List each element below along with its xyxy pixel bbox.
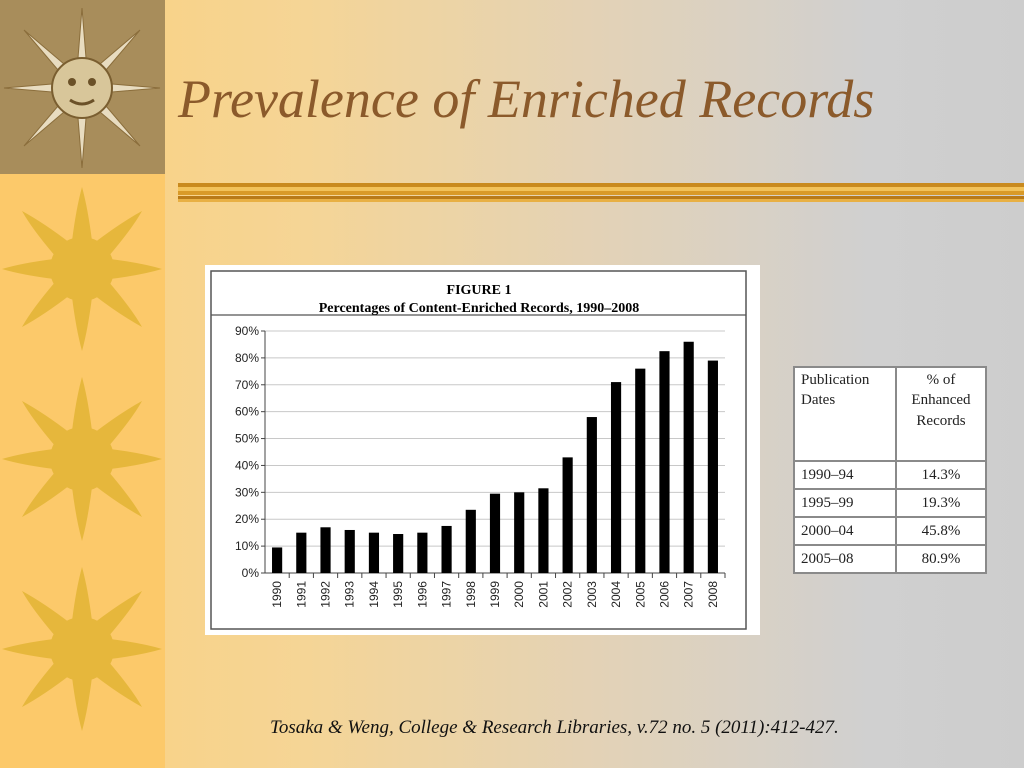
chart-frame bbox=[210, 270, 747, 630]
table-cell-percent: 80.9% bbox=[895, 544, 987, 574]
x-tick-label: 2000 bbox=[512, 581, 526, 608]
y-tick-label: 70% bbox=[235, 378, 259, 392]
table-header-row: Publication Dates % of Enhanced Records bbox=[793, 366, 987, 462]
bar-chart: FIGURE 1 Percentages of Content-Enriched… bbox=[210, 270, 747, 630]
x-tick-label: 2002 bbox=[561, 581, 575, 608]
bar-2003 bbox=[586, 417, 597, 573]
x-tick-label: 1991 bbox=[294, 581, 308, 608]
y-tick-label: 90% bbox=[235, 324, 259, 338]
chart-title: FIGURE 1 bbox=[447, 283, 512, 298]
bar-2001 bbox=[538, 488, 549, 573]
bar-2004 bbox=[610, 382, 622, 573]
y-tick-label: 0% bbox=[242, 566, 260, 580]
table-cell-percent: 14.3% bbox=[895, 460, 987, 490]
table-header-enhanced-records: % of Enhanced Records bbox=[895, 366, 987, 462]
x-tick-label: 2007 bbox=[682, 581, 696, 608]
sun-face-icon bbox=[3, 7, 161, 169]
bar-1992 bbox=[320, 527, 331, 573]
bar-2006 bbox=[659, 351, 670, 573]
bar-1998 bbox=[465, 509, 476, 573]
x-tick-label: 2008 bbox=[706, 581, 720, 608]
x-tick-label: 2003 bbox=[585, 581, 599, 608]
table-header-publication-dates: Publication Dates bbox=[793, 366, 897, 462]
table-cell-dates: 2000–04 bbox=[793, 516, 897, 546]
sun-icon bbox=[2, 567, 162, 731]
x-tick-label: 2001 bbox=[536, 581, 550, 608]
bar-1997 bbox=[441, 525, 452, 573]
y-tick-label: 40% bbox=[235, 458, 259, 472]
bar-1994 bbox=[368, 532, 380, 573]
table-cell-dates: 1990–94 bbox=[793, 460, 897, 490]
y-tick-label: 50% bbox=[235, 432, 259, 446]
x-tick-label: 1998 bbox=[464, 581, 478, 608]
bar-2007 bbox=[683, 341, 694, 573]
y-tick-label: 80% bbox=[235, 351, 259, 365]
x-tick-label: 1995 bbox=[391, 581, 405, 608]
x-tick-label: 1999 bbox=[488, 581, 502, 608]
table-cell-percent: 19.3% bbox=[895, 488, 987, 518]
table-row: 2005–08 80.9% bbox=[793, 544, 987, 574]
bar-2005 bbox=[635, 368, 646, 573]
bar-1999 bbox=[489, 493, 501, 573]
summary-table: Publication Dates % of Enhanced Records … bbox=[793, 366, 987, 574]
y-tick-label: 10% bbox=[235, 539, 259, 553]
slide-title: Prevalence of Enriched Records bbox=[178, 69, 875, 129]
bar-1991 bbox=[296, 532, 307, 573]
x-tick-label: 1997 bbox=[440, 581, 454, 608]
table-row: 1990–94 14.3% bbox=[793, 460, 987, 490]
bar-2000 bbox=[514, 492, 525, 573]
table-cell-percent: 45.8% bbox=[895, 516, 987, 546]
x-tick-label: 1993 bbox=[343, 581, 357, 608]
sun-icon bbox=[2, 377, 162, 541]
title-divider bbox=[178, 183, 1024, 202]
y-tick-label: 60% bbox=[235, 405, 259, 419]
bar-2002 bbox=[562, 457, 573, 573]
x-tick-label: 1994 bbox=[367, 581, 381, 608]
x-tick-label: 1990 bbox=[270, 581, 284, 608]
left-decorative-strip bbox=[0, 0, 165, 768]
sun-icon bbox=[2, 187, 162, 351]
chart-figure: FIGURE 1 Percentages of Content-Enriched… bbox=[205, 265, 760, 635]
table-row: 1995–99 19.3% bbox=[793, 488, 987, 518]
table-cell-dates: 1995–99 bbox=[793, 488, 897, 518]
table-cell-dates: 2005–08 bbox=[793, 544, 897, 574]
bar-1995 bbox=[393, 534, 404, 573]
bar-1996 bbox=[417, 532, 428, 573]
x-tick-label: 2005 bbox=[633, 581, 647, 608]
x-tick-label: 1992 bbox=[319, 581, 333, 608]
x-tick-label: 2006 bbox=[657, 581, 671, 608]
y-tick-label: 30% bbox=[235, 485, 259, 499]
x-tick-label: 1996 bbox=[415, 581, 429, 608]
y-tick-label: 20% bbox=[235, 512, 259, 526]
chart-subtitle: Percentages of Content-Enriched Records,… bbox=[319, 301, 640, 316]
sun-medallion-image bbox=[0, 0, 165, 174]
bar-1993 bbox=[344, 529, 355, 573]
x-tick-label: 2004 bbox=[609, 581, 623, 608]
bar-1990 bbox=[272, 547, 283, 573]
citation-text: Tosaka & Weng, College & Research Librar… bbox=[270, 717, 839, 738]
table-row: 2000–04 45.8% bbox=[793, 516, 987, 546]
bar-2008 bbox=[707, 360, 718, 573]
